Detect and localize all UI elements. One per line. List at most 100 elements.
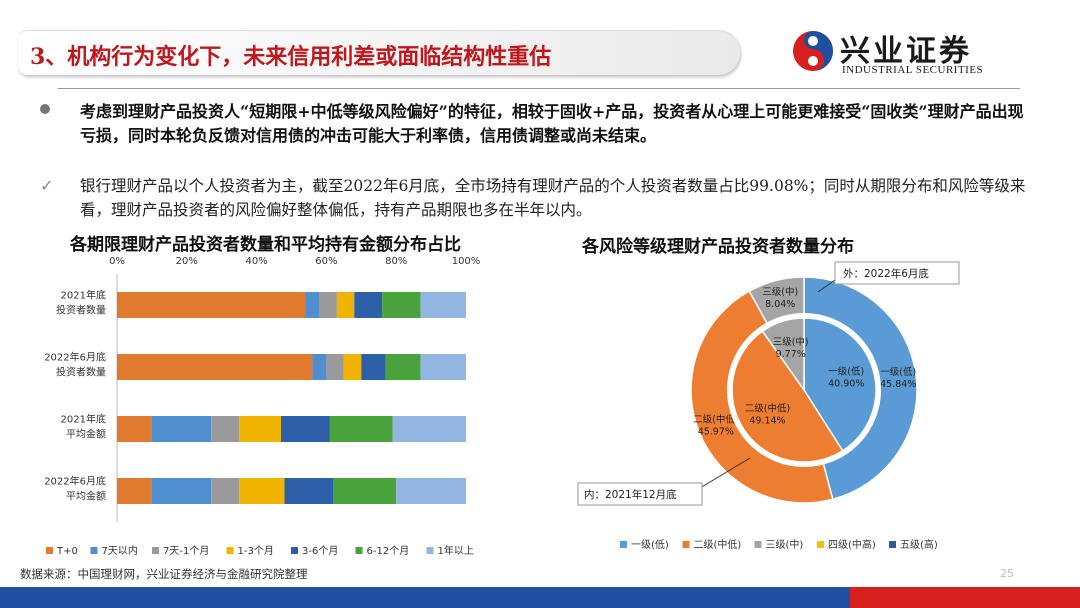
legend-swatch — [682, 541, 690, 548]
x-tick-label: 80% — [385, 256, 407, 267]
x-tick-label: 60% — [315, 256, 337, 267]
bar-segment — [312, 354, 327, 380]
legend-label: 四级(中高) — [828, 538, 876, 551]
bar-segment — [319, 292, 337, 318]
bar-segment — [117, 478, 152, 504]
slice-label: 一级(低) — [880, 366, 916, 378]
legend-swatch — [620, 541, 627, 548]
slice-label: 二级(中低) — [745, 403, 790, 415]
slice-label: 三级(中) — [762, 286, 798, 298]
slice-label: 45.84% — [880, 379, 916, 390]
bar-segment — [151, 416, 212, 442]
x-tick-label: 0% — [109, 256, 125, 267]
legend-swatch — [426, 547, 434, 554]
donut-slice — [731, 330, 844, 463]
bar-segment — [396, 478, 466, 504]
bar-segment — [281, 416, 330, 442]
category-label: 2022年6月底 — [44, 475, 106, 488]
bar-segment — [239, 416, 282, 442]
legend-swatch — [90, 547, 98, 554]
slice-label: 8.04% — [765, 299, 795, 310]
x-tick-label: 40% — [245, 256, 267, 267]
donut-slice — [761, 317, 805, 393]
legend-swatch — [152, 547, 159, 554]
bar-segment — [385, 354, 421, 380]
left-chart-title: 各期限理财产品投资者数量和平均持有金额分布占比 — [70, 235, 461, 255]
inner-callout-label: 内：2021年12月底 — [584, 488, 677, 501]
legend-label: 三级(中) — [766, 538, 804, 551]
company-logo: 兴业证券 INDUSTRIAL SECURITIES — [790, 26, 1020, 82]
logo-english-text: INDUSTRIAL SECURITIES — [842, 64, 984, 76]
legend-swatch — [226, 547, 234, 554]
legend-swatch — [355, 547, 363, 554]
bar-segment — [333, 478, 397, 504]
ring-gap — [727, 313, 881, 467]
legend-swatch — [754, 541, 762, 548]
bar-segment — [284, 478, 334, 504]
data-source-note: 数据来源：中国理财网，兴业证券经济与金融研究院整理 — [20, 567, 308, 581]
inner-callout-box — [577, 482, 703, 506]
bar-segment — [326, 354, 344, 380]
category-label: 投资者数量 — [56, 366, 106, 379]
logo-chinese-text: 兴业证券 — [840, 34, 972, 69]
legend-label: 7天以内 — [102, 544, 138, 557]
legend-label: 1年以上 — [438, 544, 474, 557]
bullet-secondary-text: 银行理财产品以个人投资者为主，截至2022年6月底，全市场持有理财产品的个人投资… — [80, 177, 1026, 219]
page-number: 25 — [1000, 567, 1014, 580]
x-tick-label: 20% — [176, 256, 198, 267]
category-label: 平均金额 — [66, 490, 106, 503]
bar-segment — [392, 416, 466, 442]
x-tick-label: 100% — [452, 256, 481, 267]
category-label: 投资者数量 — [56, 304, 106, 317]
bar-segment — [211, 478, 240, 504]
bar-segment — [329, 416, 393, 442]
slice-label: 9.77% — [776, 349, 806, 360]
bar-segment — [336, 292, 355, 318]
category-label: 2021年底 — [61, 289, 106, 302]
slice-label: 45.97% — [698, 426, 734, 437]
bar-segment — [239, 478, 285, 504]
bar-segment — [211, 416, 240, 442]
right-chart-title: 各风险等级理财产品投资者数量分布 — [582, 237, 854, 257]
legend-label: 1-3个月 — [238, 545, 274, 557]
slice-label: 二级(中低) — [693, 413, 738, 425]
risk-level-donut-chart: 一级(低)45.84%二级(中低)45.97%三级(中)8.04%一级(低)40… — [577, 261, 960, 551]
slice-label: 40.90% — [828, 379, 864, 390]
slice-label: 一级(低) — [828, 366, 864, 378]
title-banner: 3、机构行为变化下，未来信用利差或面临结构性重估 — [18, 30, 740, 75]
header-divider — [58, 88, 1020, 89]
legend-label: 五级(高) — [900, 538, 938, 551]
bar-segment — [420, 354, 466, 380]
legend-label: T+0 — [56, 546, 78, 557]
bullet-primary-text: 考虑到理财产品投资人“短期限+中低等级风险偏好”的特征，相较于固收+产品，投资者… — [80, 102, 1024, 145]
legend-swatch — [817, 541, 824, 548]
bar-segment — [117, 354, 313, 380]
check-mark-icon: ✓ — [40, 176, 54, 195]
bottom-color-bar-accent — [850, 587, 1080, 608]
legend-label: 3-6个月 — [302, 545, 338, 557]
slice-label: 三级(中) — [773, 336, 809, 348]
page-title: 3、机构行为变化下，未来信用利差或面临结构性重估 — [30, 44, 552, 70]
bar-segment — [354, 292, 383, 318]
bar-segment — [305, 292, 320, 318]
legend-label: 二级(中低) — [694, 538, 742, 551]
legend-label: 一级(低) — [631, 538, 669, 551]
legend-swatch — [889, 541, 896, 548]
category-label: 平均金额 — [66, 428, 106, 441]
logo-mark-icon — [793, 31, 833, 71]
bar-segment — [117, 416, 152, 442]
category-label: 2021年底 — [61, 413, 106, 426]
bar-segment — [420, 292, 466, 318]
inner-callout-line — [699, 457, 751, 489]
legend-swatch — [46, 547, 53, 554]
bar-segment — [343, 354, 362, 380]
legend-label: 6-12个月 — [367, 545, 410, 557]
outer-callout-box — [834, 261, 960, 285]
bottom-color-bar — [0, 587, 1080, 608]
bar-segment — [151, 478, 212, 504]
bar-segment — [382, 292, 421, 318]
bar-segment — [117, 292, 306, 318]
slice-label: 49.14% — [749, 416, 785, 427]
legend-swatch — [291, 547, 298, 554]
